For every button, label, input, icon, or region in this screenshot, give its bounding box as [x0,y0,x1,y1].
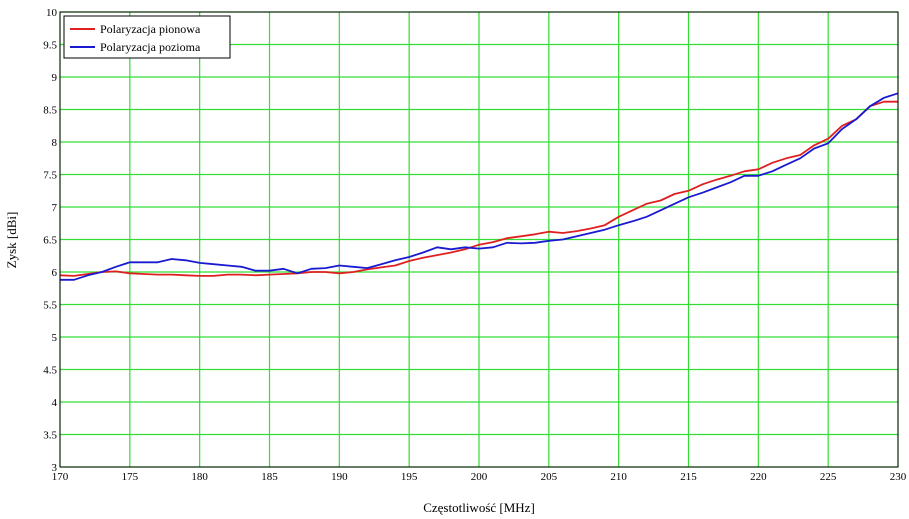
series-line-horizontal-polarization [60,92,899,281]
x-tick-label: 200 [471,471,488,483]
x-tick-label: 195 [401,471,418,483]
legend-label: Polaryzacja pionowa [100,22,201,36]
y-tick-label: 7.5 [43,170,57,182]
y-tick-label: 9.5 [43,40,57,52]
legend-box [63,15,231,59]
x-tick-labels: 170 175 180 185 190 195 200 205 210 215 220 225 230 [52,471,907,483]
y-tick-label: 8.5 [43,105,57,117]
series-line-vertical-polarization [59,100,898,277]
y-tick-label: 4 [52,397,58,409]
y-axis-title: Zysk [dBi] [4,212,19,269]
x-tick-label: 175 [122,471,139,483]
y-tick-label: 3 [52,462,58,474]
y-tick-labels: 3 3.5 4 4.5 5 5.5 6 6.5 7 7.5 8 8.5 9 9.5 10 [43,7,57,474]
x-axis-title: Częstotliwość [MHz] [423,500,535,515]
x-tick-label: 210 [610,471,627,483]
y-tick-label: 6.5 [43,235,57,247]
series-lines [59,92,899,281]
x-tick-label: 185 [261,471,278,483]
y-tick-label: 7 [52,202,58,214]
x-tick-label: 215 [680,471,697,483]
y-tick-label: 6 [52,267,58,279]
x-tick-label: 225 [820,471,837,483]
x-tick-label: 180 [191,471,208,483]
y-tick-label: 4.5 [43,365,57,377]
y-tick-label: 5 [52,332,58,344]
x-tick-label: 205 [541,471,558,483]
y-tick-label: 5.5 [43,300,57,312]
legend-label: Polaryzacja pozioma [100,40,201,54]
x-tick-label: 190 [331,471,348,483]
grid-lines [59,11,899,468]
legend: Polaryzacja pionowa Polaryzacja pozioma [63,15,231,59]
y-tick-label: 8 [52,137,58,149]
y-tick-label: 3.5 [43,430,57,442]
x-tick-label: 230 [890,471,907,483]
x-tick-label: 170 [52,471,69,483]
y-tick-label: 10 [46,7,58,19]
x-tick-label: 220 [750,471,767,483]
y-tick-label: 9 [52,72,58,84]
plot-frame [59,11,899,468]
